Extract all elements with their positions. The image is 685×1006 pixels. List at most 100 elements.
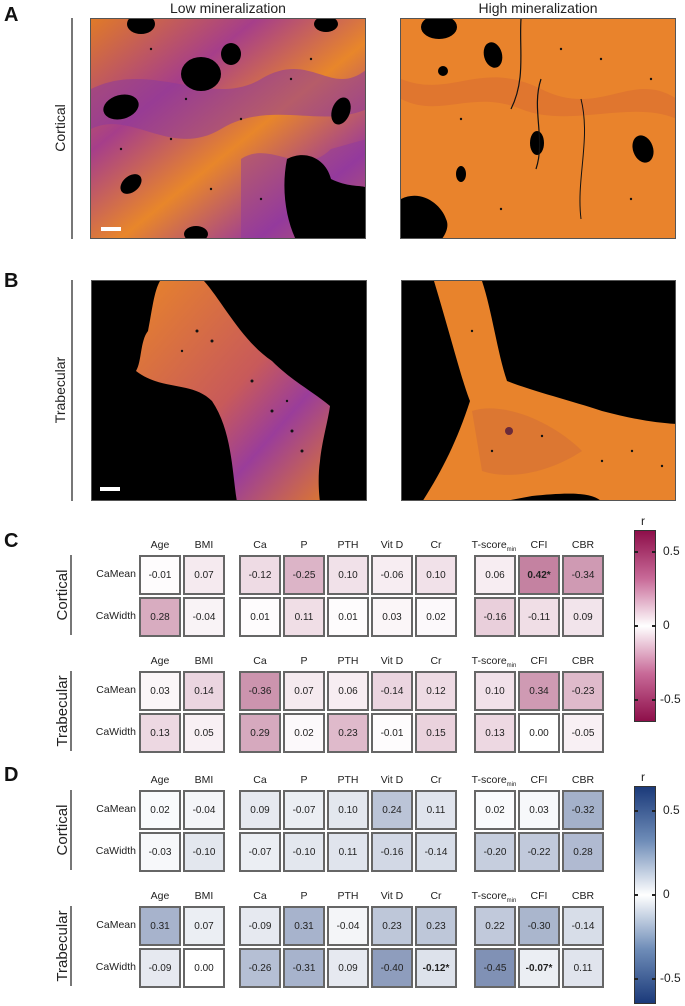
t-score-label: T-score xyxy=(471,774,507,786)
heatmap-cell: -0.03 xyxy=(139,832,181,872)
group-bar-trabecular xyxy=(70,671,72,751)
row-label-camean: CaMean xyxy=(96,568,136,580)
colorbar-title: r xyxy=(641,770,645,784)
heatmap-cell: -0.10 xyxy=(183,832,225,872)
heatmap-cell: 0.01 xyxy=(239,597,281,637)
heatmap-cell: -0.14 xyxy=(371,671,413,711)
heatmap-cell: 0.24 xyxy=(371,790,413,830)
group-bar-cortical xyxy=(70,790,72,870)
heatmap-cell: 0.11 xyxy=(562,948,604,988)
panel-a-side-bar xyxy=(71,18,73,239)
panel-b-row-label: Trabecular xyxy=(52,356,68,424)
column-header-ca: Ca xyxy=(253,655,267,667)
column-header-p: P xyxy=(300,890,308,902)
group-bar-trabecular xyxy=(70,906,72,986)
heatmap-cell: -0.07 xyxy=(239,832,281,872)
heatmap-cell: -0.07 xyxy=(283,790,325,830)
heatmap-cell: 0.03 xyxy=(371,597,413,637)
heatmap-cell: 0.06 xyxy=(474,555,516,595)
heatmap-cell: 0.06 xyxy=(327,671,369,711)
heatmap-cell: 0.15 xyxy=(415,713,457,753)
column-header-pth: PTH xyxy=(337,539,359,551)
colorbar-tick-label: 0.5 xyxy=(663,803,680,818)
heatmap-cell: 0.11 xyxy=(283,597,325,637)
heatmap-cell: -0.11 xyxy=(518,597,560,637)
heatmap-cell: -0.16 xyxy=(371,832,413,872)
t-score-subscript: min xyxy=(506,782,517,789)
column-header-cr: Cr xyxy=(430,539,442,551)
micrograph-trabecular-low-image xyxy=(92,281,366,500)
heatmap-cell: 0.29 xyxy=(239,713,281,753)
micrograph-trabecular-high xyxy=(401,280,676,501)
micrograph-trabecular-low xyxy=(91,280,367,501)
heatmap-cell: -0.04 xyxy=(183,597,225,637)
micrograph-cortical-low xyxy=(90,18,366,239)
panel-label-c: C xyxy=(4,530,19,552)
t-score-subscript: min xyxy=(506,663,517,670)
heatmap-cell: 0.34 xyxy=(518,671,560,711)
heatmap-cell: -0.31 xyxy=(283,948,325,988)
micrograph-trabecular-high-image xyxy=(402,281,675,500)
heatmap-cell: 0.22 xyxy=(474,906,516,946)
group-label-cortical: Cortical xyxy=(54,569,71,621)
column-header-vit-d: Vit D xyxy=(380,774,404,786)
micrograph-cortical-low-image xyxy=(91,19,365,238)
colorbar-tick-label: -0.5 xyxy=(660,970,681,985)
row-label-cawidth: CaWidth xyxy=(95,961,136,973)
heatmap-cell: 0.00 xyxy=(183,948,225,988)
heatmap-cell: -0.14 xyxy=(415,832,457,872)
column-header-t-score: T-scoremin xyxy=(468,539,520,553)
colorbar-tick-label: 0 xyxy=(663,618,670,632)
t-score-label: T-score xyxy=(471,655,507,667)
panel-label-a: A xyxy=(4,4,19,26)
column-header-cfi: CFI xyxy=(530,655,548,667)
heatmap-cell: -0.26 xyxy=(239,948,281,988)
heatmap-cell: 0.31 xyxy=(283,906,325,946)
scale-bar xyxy=(100,487,120,491)
heatmap-cell: 0.42* xyxy=(518,555,560,595)
heatmap-cell: 0.09 xyxy=(562,597,604,637)
heatmap-cell: -0.32 xyxy=(562,790,604,830)
row-label-cawidth: CaWidth xyxy=(95,726,136,738)
heatmap-cell: -0.25 xyxy=(283,555,325,595)
t-score-label: T-score xyxy=(471,539,507,551)
heatmap-cell: -0.45 xyxy=(474,948,516,988)
column-header-pth: PTH xyxy=(337,655,359,667)
scale-bar xyxy=(101,227,121,231)
heatmap-cell: -0.09 xyxy=(139,948,181,988)
heatmap-cell: -0.05 xyxy=(562,713,604,753)
group-label-cortical: Cortical xyxy=(54,804,71,856)
heatmap-cell: 0.13 xyxy=(139,713,181,753)
colorbar-tick-label: 0 xyxy=(663,887,670,901)
heatmap-cell: 0.00 xyxy=(518,713,560,753)
column-header-bmi: BMI xyxy=(194,539,214,551)
row-label-cawidth: CaWidth xyxy=(95,845,136,857)
micrograph-cortical-high-image xyxy=(401,19,675,238)
column-header-cr: Cr xyxy=(430,655,442,667)
heatmap-cell: 0.09 xyxy=(239,790,281,830)
column-header-age: Age xyxy=(150,655,170,667)
t-score-label: T-score xyxy=(471,890,507,902)
column-header-vit-d: Vit D xyxy=(380,655,404,667)
heatmap-cell: 0.05 xyxy=(183,713,225,753)
colorbar-tick-label: -0.5 xyxy=(660,691,681,706)
column-header-cfi: CFI xyxy=(530,539,548,551)
column-header-p: P xyxy=(300,539,308,551)
heatmap-cell: -0.40 xyxy=(371,948,413,988)
column-header-cbr: CBR xyxy=(571,774,595,786)
heatmap-cell: -0.09 xyxy=(239,906,281,946)
heatmap-cell: 0.02 xyxy=(474,790,516,830)
heatmap-cell: 0.28 xyxy=(562,832,604,872)
column-header-cr: Cr xyxy=(430,774,442,786)
column-header-cbr: CBR xyxy=(571,890,595,902)
heatmap-cell: 0.11 xyxy=(415,790,457,830)
heatmap-cell: 0.23 xyxy=(415,906,457,946)
heatmap-cell: -0.12 xyxy=(239,555,281,595)
heatmap-cell: 0.11 xyxy=(327,832,369,872)
column-header-age: Age xyxy=(150,890,170,902)
panel-label-b: B xyxy=(4,270,19,292)
column-header-t-score: T-scoremin xyxy=(468,890,520,904)
t-score-subscript: min xyxy=(506,898,517,905)
column-header-cr: Cr xyxy=(430,890,442,902)
column-header-pth: PTH xyxy=(337,890,359,902)
